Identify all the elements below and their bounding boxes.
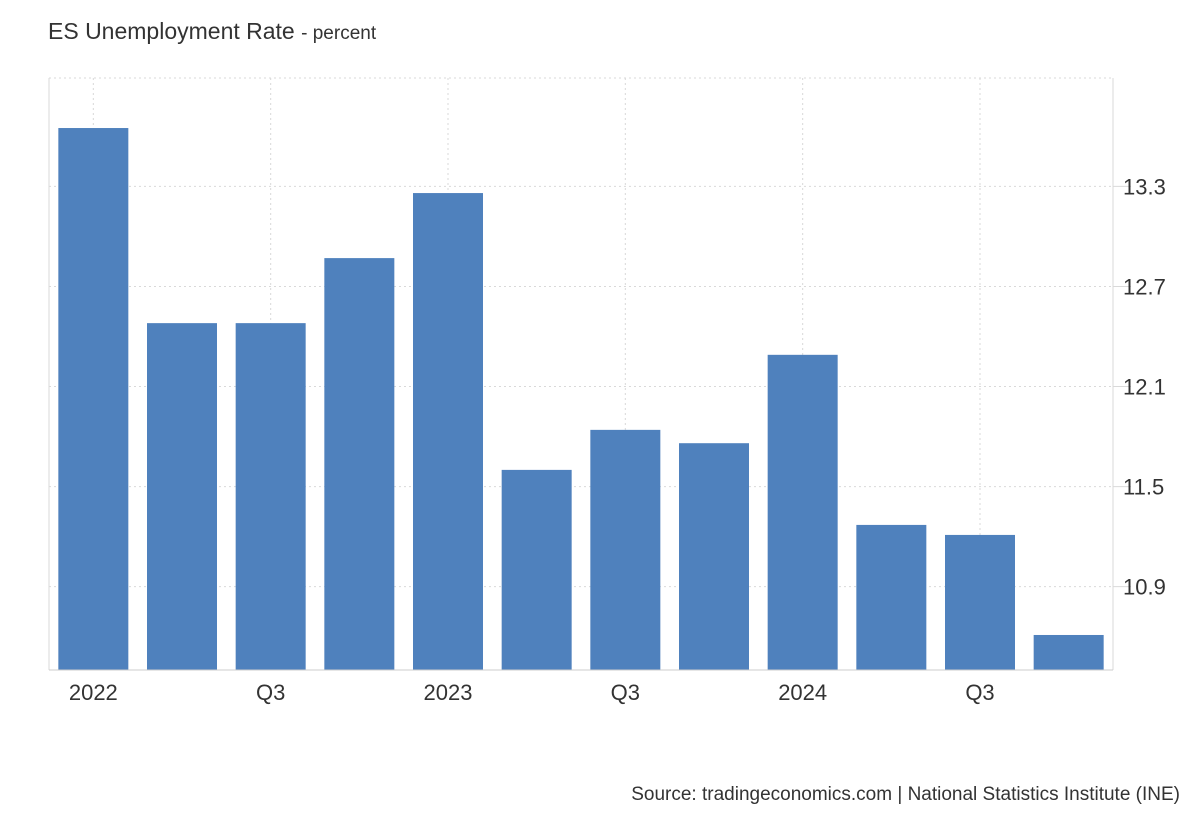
bar — [413, 193, 483, 670]
bar — [235, 323, 306, 670]
x-tick-label: 2023 — [424, 680, 473, 705]
y-tick-label: 12.7 — [1123, 274, 1166, 299]
x-tick-label: Q3 — [965, 680, 994, 705]
x-tick-labels: 2022 Q3 2023 Q3 2024 Q3 — [69, 680, 995, 705]
x-tick-label: 2022 — [69, 680, 118, 705]
bar — [945, 534, 1015, 670]
y-tick-labels: 10.9 11.5 12.1 12.7 13.3 — [1123, 174, 1166, 599]
bar — [58, 128, 129, 670]
bars — [58, 128, 1104, 670]
bar — [856, 524, 927, 670]
chart-title: ES Unemployment Rate - percent — [48, 18, 376, 45]
y-tick-label: 12.1 — [1123, 375, 1166, 400]
y-tick-label: 13.3 — [1123, 174, 1166, 199]
x-tick-label: Q3 — [611, 680, 640, 705]
source-text: Source: tradingeconomics.com | National … — [631, 784, 1180, 805]
axes — [48, 78, 1114, 671]
chart-title-text: ES Unemployment Rate — [48, 18, 295, 44]
x-tick-label: 2024 — [778, 680, 827, 705]
bar — [1033, 634, 1104, 670]
y-tick-label: 10.9 — [1123, 575, 1166, 600]
bar — [501, 469, 572, 670]
y-tick-label: 11.5 — [1123, 475, 1164, 500]
x-tick-label: Q3 — [256, 680, 285, 705]
chart-unit: - percent — [301, 23, 377, 44]
bar — [767, 354, 838, 670]
bar — [590, 429, 661, 670]
bar — [147, 323, 217, 670]
bar — [679, 443, 749, 670]
bar — [324, 258, 395, 670]
